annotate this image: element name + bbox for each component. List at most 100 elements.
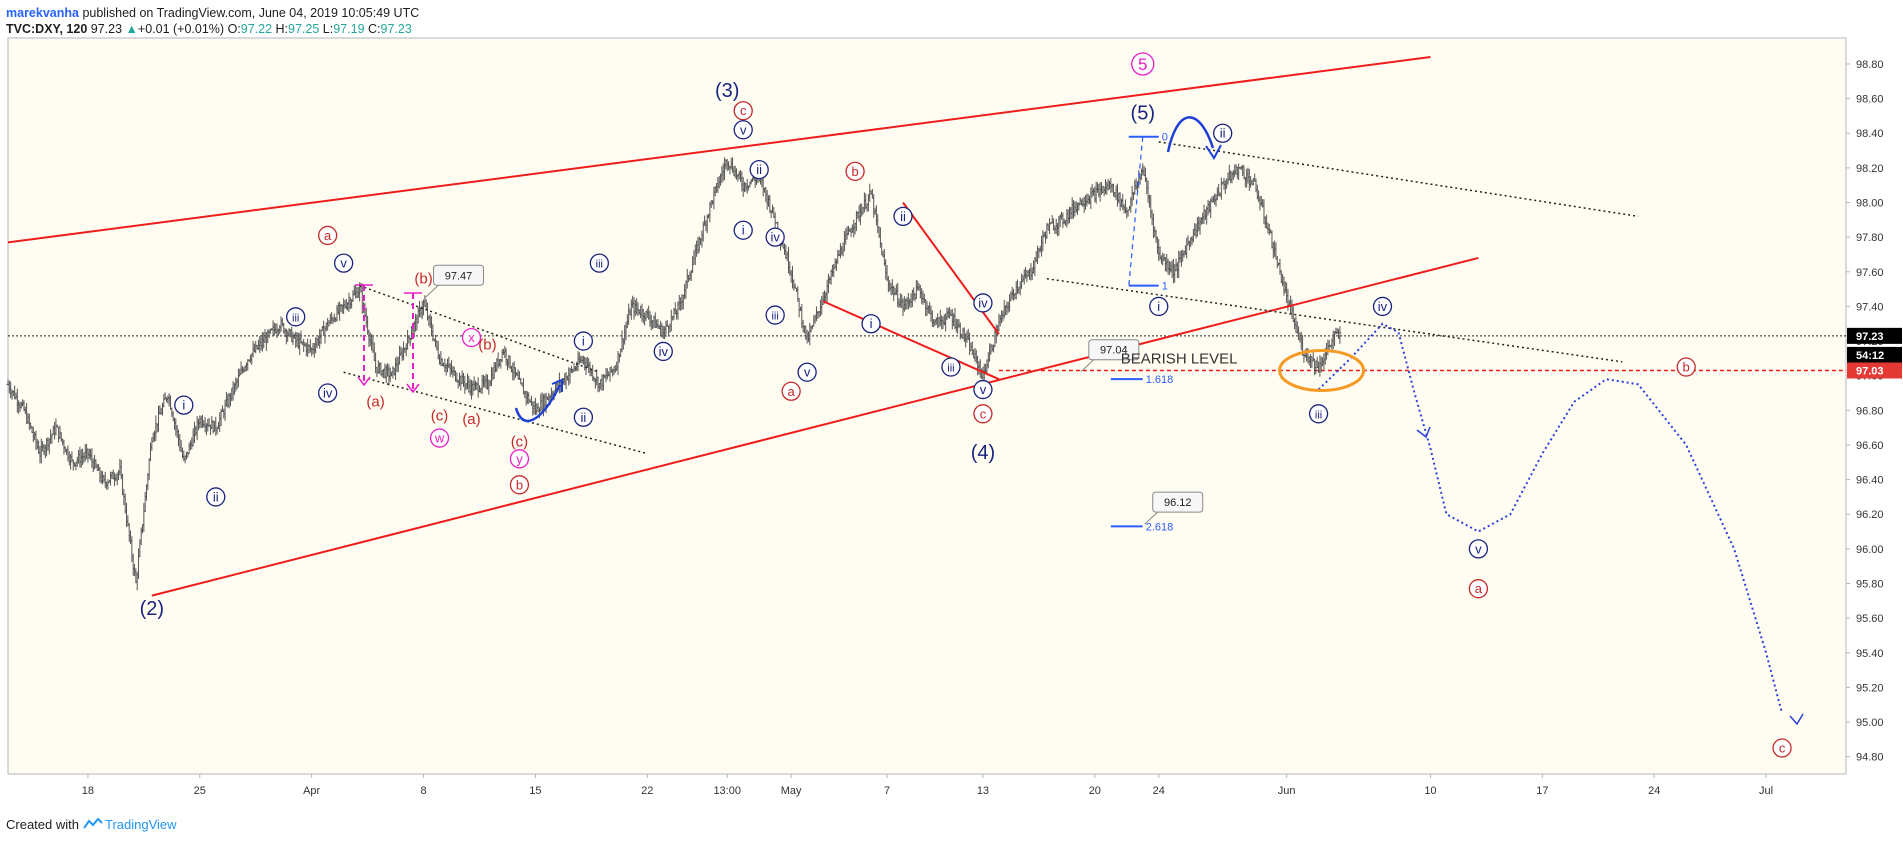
price-tag-box [1847, 327, 1902, 344]
x-tick-label: 17 [1536, 785, 1548, 797]
wave-label: i [742, 223, 745, 238]
callout-box [1152, 491, 1204, 513]
footer: Created with TradingView [6, 817, 177, 832]
wave-label: 5 [1138, 55, 1147, 74]
bearish-zone-ellipse [1278, 348, 1366, 392]
wave-label: v [980, 382, 987, 397]
x-tick-label: Jul [1759, 785, 1773, 797]
dotted-trend-line [343, 371, 648, 455]
wave-label-circle [749, 159, 769, 180]
wave-label: (a) [462, 411, 480, 428]
projection-arrowhead [1789, 713, 1804, 726]
wave-label: b [1683, 360, 1690, 375]
curved-arrow-icon [1166, 116, 1215, 153]
x-tick-label: May [781, 785, 802, 797]
wave-label-circle [941, 357, 961, 377]
wave-label-circle [461, 327, 482, 348]
trend-line [7, 56, 1431, 244]
trend-line [151, 256, 1479, 597]
y-tick-label: 95.60 [1856, 613, 1884, 625]
x-tick-label: 8 [420, 785, 426, 797]
up-arrow-icon: ▲ [125, 22, 138, 36]
x-tick-label: 24 [1648, 785, 1660, 797]
wave-label: ii [756, 162, 762, 177]
published-text: published on TradingView.com, June 04, 2… [82, 6, 420, 20]
wave-label-circle [733, 101, 753, 121]
bearish-level-label: BEARISH LEVEL [1121, 350, 1238, 367]
wave-label: ii [1220, 126, 1226, 141]
dotted-trend-line [1158, 141, 1639, 218]
wave-label-circle [861, 314, 881, 334]
wave-label: iv [1378, 299, 1388, 314]
wave-label-circle [973, 404, 993, 424]
fib-level-label: 1 [1162, 281, 1168, 293]
wave-label: (2) [140, 598, 164, 620]
fib-level-label: 2.618 [1146, 521, 1174, 533]
close-label: C: [368, 22, 381, 36]
price-axis[interactable] [1846, 38, 1903, 774]
wave-label: v [1475, 541, 1482, 556]
wave-label-circle [1213, 123, 1233, 143]
wave-label-circle [797, 362, 817, 382]
y-tick-label: 96.20 [1856, 509, 1884, 521]
open-value: 97.22 [240, 22, 273, 36]
wave-label: i [182, 398, 185, 413]
wave-label-circle [1772, 738, 1792, 758]
time-axis[interactable] [8, 774, 1846, 802]
y-tick-label: 98.00 [1856, 198, 1884, 210]
wave-label-circle [318, 225, 338, 246]
x-tick-label: 7 [884, 785, 890, 797]
time-axis-labels: 18 25 Apr 8 15 22 13:00 May 7 13 20 24 Jun 10 17 24 Jul [82, 774, 1773, 797]
tradingview-link[interactable]: TradingView [104, 817, 177, 832]
wave-label-circle [1676, 357, 1696, 377]
wave-label: iii [292, 312, 299, 324]
y-tick-label: 95.20 [1856, 682, 1884, 694]
y-tick-label: 98.40 [1856, 128, 1884, 140]
wave-label-circle [733, 120, 753, 140]
x-tick-label: 13 [977, 785, 989, 797]
wave-label: i [1157, 299, 1160, 314]
projection-arrowhead [1416, 426, 1431, 439]
x-tick-label: 13:00 [713, 785, 741, 797]
wave-label: ii [580, 410, 586, 425]
wave-label-circle [509, 449, 530, 469]
x-tick-label: Jun [1278, 785, 1296, 797]
price-callouts: 97.47 97.04 96.12 [425, 264, 1204, 525]
wave-label: b [516, 477, 523, 492]
wave-label: (3) [715, 80, 739, 102]
y-tick-label: 95.80 [1856, 579, 1884, 591]
fib-level-label: 1.618 [1146, 374, 1174, 386]
wave-label: v [740, 122, 747, 137]
x-tick-label: 10 [1424, 785, 1436, 797]
tradingview-logo-icon [83, 818, 103, 829]
symbol-title: TVC:DXY, 120 [6, 22, 88, 36]
measure-arrowhead-icon [357, 376, 371, 387]
measure-arrowhead-icon [406, 383, 420, 394]
wave-label-circle [893, 206, 913, 227]
annotation-arrows [355, 116, 1366, 423]
wave-label: iii [947, 363, 954, 375]
author-name[interactable]: marekvanha [6, 6, 79, 20]
plot-area[interactable] [7, 37, 1847, 775]
wave-label: iii [771, 311, 778, 323]
wave-label: iv [659, 344, 669, 359]
wave-label-circle [318, 383, 338, 403]
wave-label-circle [1131, 52, 1155, 76]
wave-label: (c) [511, 434, 529, 451]
wave-label: v [804, 365, 811, 380]
x-tick-label: 15 [529, 785, 541, 797]
high-value: 97.25 [288, 22, 320, 36]
wave-label: (a) [366, 394, 384, 411]
wave-label: c [980, 406, 987, 421]
callout-box [1088, 339, 1140, 361]
y-tick-label: 97.60 [1856, 267, 1884, 279]
wave-label: i [870, 316, 873, 331]
price-tag-box [1847, 346, 1902, 363]
last-price: 97.23 [90, 22, 123, 36]
dotted-trend-line [1046, 277, 1623, 363]
wave-label: a [788, 384, 796, 399]
price-change: +0.01 (+0.01%) [137, 22, 225, 36]
x-tick-label: 24 [1153, 785, 1165, 797]
chart-header: marekvanha published on TradingView.com,… [6, 5, 419, 37]
